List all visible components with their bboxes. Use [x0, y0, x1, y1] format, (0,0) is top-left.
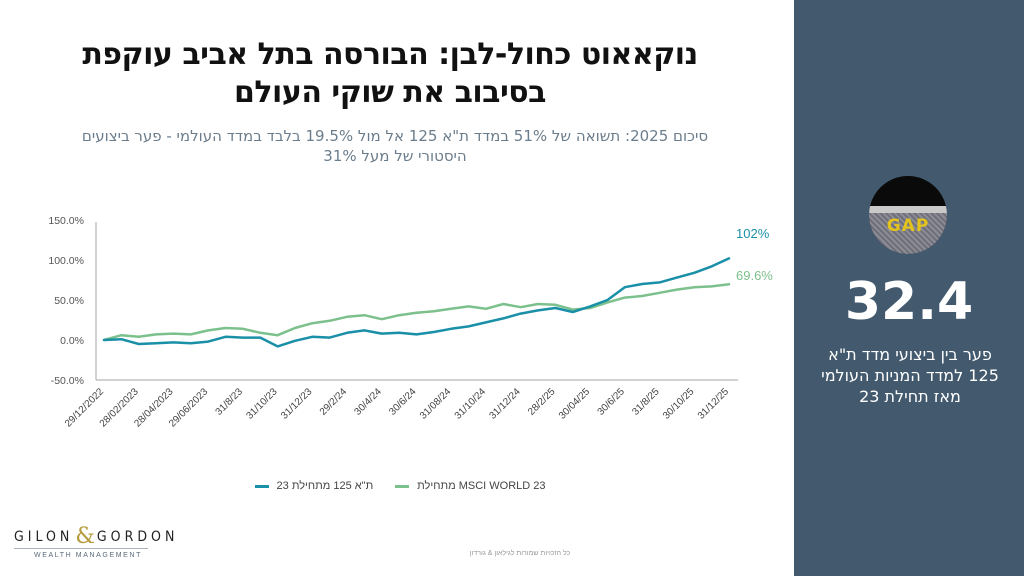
gap-description-line-1: פער בין ביצועי מדד ת"א: [828, 345, 992, 364]
gap-description-line-3: מאז תחילת 23: [859, 387, 961, 406]
end-label-msci: 69.6%: [736, 268, 773, 283]
x-tick-label: 28/2/25: [526, 386, 558, 418]
end-label-ta125: 102%: [736, 226, 770, 241]
main-panel: נוקאאוט כחול-לבן: הבורסה בתל אביב עוקפת …: [14, 36, 774, 559]
x-tick-label: 31/12/23: [279, 386, 315, 422]
logo-ampersand: &: [75, 524, 95, 549]
y-axis: -50.0% 0.0% 50.0% 100.0% 150.0%: [48, 215, 84, 387]
page-title: נוקאאוט כחול-לבן: הבורסה בתל אביב עוקפת …: [20, 36, 760, 112]
x-tick-label: 31/10/24: [453, 386, 489, 422]
logo-left: GILON: [14, 529, 74, 545]
x-tick-label: 31/8/25: [630, 386, 662, 418]
subtitle-line-1: סיכום 2025: תשואה של 51% במדד ת"א 125 אל…: [81, 127, 709, 145]
sidebar-panel: [794, 0, 1024, 576]
gap-description: פער בין ביצועי מדד ת"א 125 למדד המניות ה…: [810, 344, 1010, 407]
x-axis: 29/12/202228/02/202328/04/202329/06/2023…: [63, 386, 731, 429]
x-tick-label: 31/8/23: [214, 386, 246, 418]
gap-road-image: GAP: [869, 176, 947, 254]
footer-copyright: כל הזכויות שמורות לגילאון & גורדון: [469, 550, 571, 557]
logo-divider: [14, 548, 148, 549]
logo-tagline: WEALTH MANAGEMENT: [34, 552, 142, 559]
gap-description-line-2: 125 למדד המניות העולמי: [821, 366, 999, 385]
page-subtitle: סיכום 2025: תשואה של 51% במדד ת"א 125 אל…: [30, 126, 760, 166]
x-tick-label: 30/4/24: [353, 386, 385, 418]
gap-label: GAP: [886, 216, 930, 236]
x-tick-label: 30/04/25: [557, 386, 593, 422]
legend-item-ta125: ת"א 125 מתחילת 23: [254, 480, 374, 492]
y-tick-label: 100.0%: [48, 255, 84, 267]
x-tick-label: 31/10/23: [244, 386, 280, 422]
axes: [95, 222, 738, 381]
legend-swatch-msci: [395, 484, 410, 488]
legend-label-ta125: ת"א 125 מתחילת 23: [276, 480, 374, 492]
legend-label-msci: MSCI WORLD 23 מתחילת: [417, 480, 546, 492]
x-tick-label: 30/6/25: [596, 386, 628, 418]
legend-swatch-ta125: [254, 484, 269, 488]
x-tick-label: 30/6/24: [387, 386, 419, 418]
y-tick-label: 50.0%: [54, 295, 84, 307]
legend-item-msci: MSCI WORLD 23 מתחילת: [395, 480, 546, 492]
y-tick-label: 0.0%: [60, 335, 84, 347]
road-surface: [869, 213, 947, 254]
line-chart: -50.0% 0.0% 50.0% 100.0% 150.0% 102% 69.6% 29…: [48, 215, 773, 430]
chart-legend: MSCI WORLD 23 מתחילת ת"א 125 מתחילת 23: [220, 476, 580, 496]
company-logo: GILON & GORDON WEALTH MANAGEMENT: [14, 524, 174, 559]
subtitle-line-2: היסטורי של מעל 31%: [323, 147, 467, 165]
gap-value: 32.4: [844, 272, 974, 332]
title-line-1: נוקאאוט כחול-לבן: הבורסה בתל אביב עוקפת: [82, 37, 698, 72]
y-tick-label: -50.0%: [51, 375, 84, 387]
logo-right: GORDON: [96, 529, 179, 545]
end-labels: 102% 69.6%: [736, 226, 773, 283]
series-lines: [102, 257, 731, 348]
x-tick-label: 31/12/24: [487, 386, 523, 422]
logo-wordmark: GILON & GORDON: [14, 524, 174, 549]
y-tick-label: 150.0%: [48, 215, 84, 227]
x-tick-label: 30/10/25: [661, 386, 697, 422]
road-curb: [869, 206, 947, 213]
x-tick-label: 31/12/25: [696, 386, 732, 422]
title-line-2: בסיבוב את שוקי העולם: [234, 75, 546, 110]
x-tick-label: 29/2/24: [318, 386, 350, 418]
x-tick-label: 31/08/24: [418, 386, 454, 422]
series-line-msci: [102, 283, 731, 342]
